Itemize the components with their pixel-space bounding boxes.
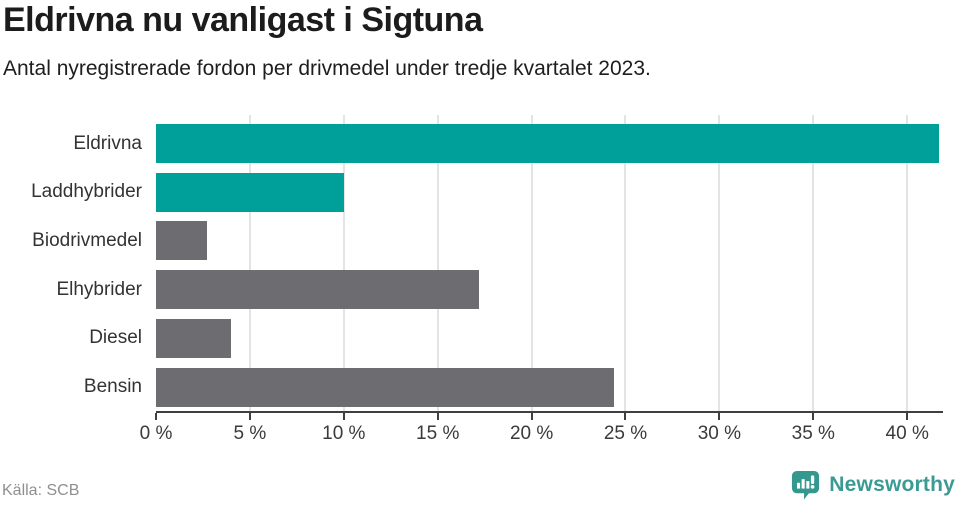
newsworthy-icon: [790, 469, 821, 501]
bar-biodrivmedel: [156, 221, 207, 261]
source-note: Källa: SCB: [2, 482, 80, 499]
chart-title: Eldrivna nu vanligast i Sigtuna: [3, 1, 483, 39]
gridline-35: [812, 115, 815, 411]
category-label-laddhybrider: Laddhybrider: [31, 181, 142, 203]
x-tick-40: [906, 413, 909, 420]
gridline-25: [624, 115, 627, 411]
x-tick-5: [248, 413, 251, 420]
x-tick-label-40: 40 %: [885, 423, 929, 444]
category-label-eldrivna: Eldrivna: [73, 132, 142, 154]
x-tick-0: [155, 413, 157, 420]
x-tick-35: [812, 413, 815, 420]
brand-name: Newsworthy: [829, 473, 955, 496]
x-tick-15: [436, 413, 439, 420]
category-label-biodrivmedel: Biodrivmedel: [32, 229, 142, 251]
plot-area: [156, 115, 941, 411]
x-tick-20: [530, 413, 533, 420]
brand-logo: Newsworthy: [790, 469, 955, 501]
category-label-diesel: Diesel: [89, 327, 142, 349]
x-tick-label-15: 15 %: [416, 423, 460, 444]
x-tick-10: [342, 413, 345, 420]
x-tick-label-10: 10 %: [322, 423, 366, 444]
category-label-bensin: Bensin: [83, 376, 142, 397]
bar-laddhybrider: [156, 172, 344, 212]
bar-diesel: [156, 318, 232, 358]
gridline-15: [436, 115, 439, 411]
x-tick-25: [624, 413, 627, 420]
x-tick-30: [718, 413, 721, 420]
chart-subtitle: Antal nyregistrerade fordon per drivmede…: [3, 57, 651, 80]
x-axis-line: [156, 411, 943, 413]
x-tick-label-25: 25 %: [603, 423, 648, 444]
category-label-elhybrider: Elhybrider: [56, 278, 142, 300]
bar-elhybrider: [156, 270, 479, 310]
x-tick-label-30: 30 %: [697, 423, 742, 444]
gridline-40: [906, 115, 909, 411]
bar-bensin: [156, 367, 615, 407]
x-tick-label-5: 5 %: [233, 423, 267, 444]
gridline-30: [718, 115, 721, 411]
x-tick-label-35: 35 %: [791, 423, 835, 444]
bar-eldrivna: [156, 124, 940, 163]
gridline-10: [342, 115, 345, 411]
gridline-20: [530, 115, 533, 411]
gridline-5: [248, 115, 251, 411]
x-tick-label-20: 20 %: [509, 423, 554, 444]
x-tick-label-0: 0 %: [139, 423, 173, 444]
